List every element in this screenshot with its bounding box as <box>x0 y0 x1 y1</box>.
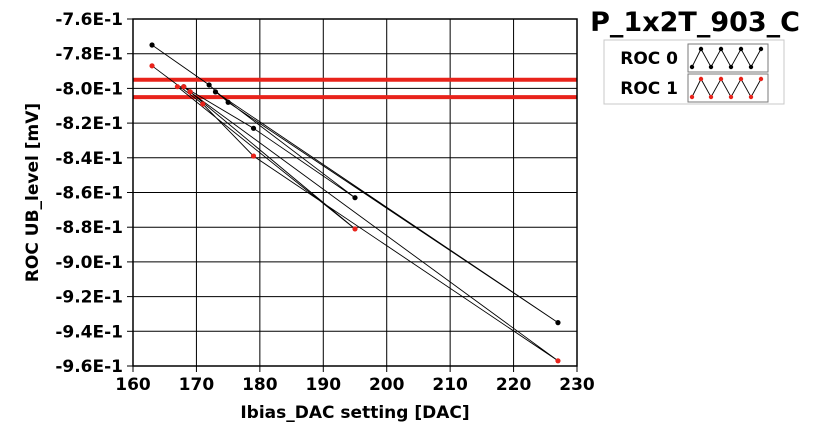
legend-marker <box>728 64 734 70</box>
x-tick-label: 160 <box>115 375 151 395</box>
legend-label: ROC 0 <box>620 49 678 69</box>
x-tick-label: 170 <box>179 375 215 395</box>
y-tick-label: -9.6E-1 <box>55 357 123 377</box>
legend-marker <box>708 64 714 70</box>
legend-label: ROC 1 <box>620 79 678 99</box>
data-point <box>212 89 219 95</box>
y-tick-label: -8.8E-1 <box>55 218 123 238</box>
legend-marker <box>718 46 724 52</box>
x-tick-label: 190 <box>306 375 342 395</box>
data-point <box>555 320 561 326</box>
data-point <box>200 101 206 107</box>
data-point <box>352 195 358 201</box>
legend-marker <box>689 64 695 70</box>
data-point <box>174 84 180 90</box>
y-tick-label: -9.0E-1 <box>55 253 123 273</box>
y-tick-label: -8.0E-1 <box>55 79 123 99</box>
legend-marker <box>689 94 695 100</box>
data-point <box>250 125 257 131</box>
data-point <box>352 226 358 232</box>
series-line-1 <box>151 65 559 362</box>
y-axis-title: ROC UB_level [mV] <box>23 103 43 282</box>
legend-marker <box>758 46 764 52</box>
series-line-0 <box>151 44 559 323</box>
threshold-lines <box>133 77 577 100</box>
legend-marker <box>748 64 754 70</box>
data-point <box>187 89 193 95</box>
data-point <box>149 63 155 69</box>
legend-marker <box>698 46 704 52</box>
legend-marker <box>748 94 754 100</box>
legend-marker <box>718 76 724 82</box>
series-layer <box>149 42 561 364</box>
y-tick-label: -8.6E-1 <box>55 184 123 204</box>
grid-lines <box>133 19 577 366</box>
legend-line <box>691 78 762 98</box>
y-tick-label: -7.8E-1 <box>55 45 123 65</box>
data-point <box>250 153 257 159</box>
legend-marker <box>708 94 714 100</box>
tick-labels: 160 170 180 190 200 210 220 230 -7.6E-1 -7.8E-1 -8… <box>55 10 595 395</box>
x-tick-label: 200 <box>369 375 405 395</box>
legend-line <box>691 48 762 68</box>
data-point <box>181 84 187 90</box>
legend-marker <box>698 76 704 82</box>
y-tick-label: -9.2E-1 <box>55 288 123 308</box>
x-tick-label: 210 <box>432 375 468 395</box>
chart-title: P_1x2T_903_C <box>590 7 800 38</box>
legend: ROC 0 ROC 1 <box>603 39 785 105</box>
data-point <box>206 82 212 88</box>
data-point <box>149 42 155 48</box>
x-tick-label: 220 <box>496 375 532 395</box>
x-tick-label: 180 <box>242 375 278 395</box>
y-tick-label: -7.6E-1 <box>55 10 123 30</box>
legend-marker <box>738 46 744 52</box>
x-axis-title: Ibias_DAC setting [DAC] <box>240 403 469 423</box>
legend-marker <box>738 76 744 82</box>
y-tick-label: -8.4E-1 <box>55 149 123 169</box>
y-tick-label: -8.2E-1 <box>55 114 123 134</box>
y-tick-label: -9.4E-1 <box>55 322 123 342</box>
data-point <box>225 99 231 105</box>
legend-marker <box>728 94 734 100</box>
data-point <box>555 358 561 364</box>
legend-marker <box>758 76 764 82</box>
x-tick-label: 230 <box>559 375 595 395</box>
